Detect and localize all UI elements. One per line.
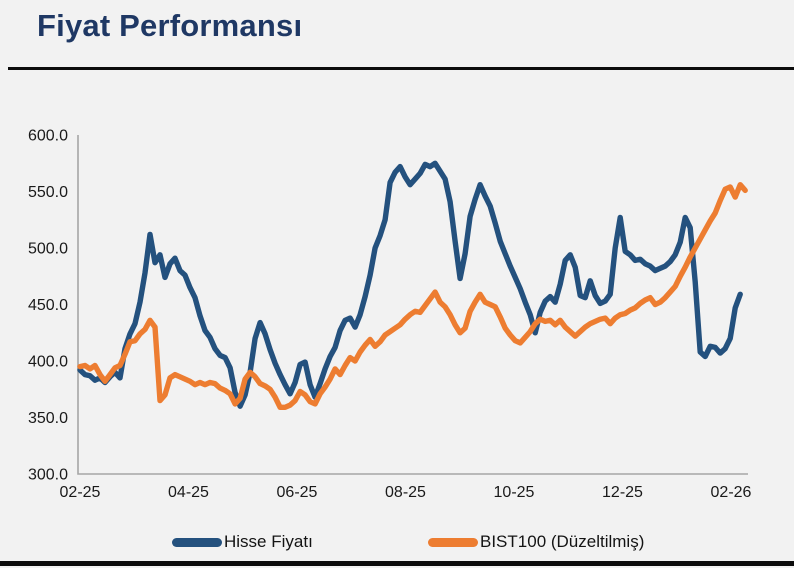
y-tick-label: 400.0 [28, 354, 68, 371]
bottom-divider [0, 561, 794, 566]
bist100-line [77, 181, 748, 410]
x-tick-label: 12-25 [602, 484, 643, 501]
x-tick-label: 08-25 [385, 484, 426, 501]
x-tick-label: 02-25 [60, 484, 101, 501]
page-title: Fiyat Performansı [37, 8, 303, 43]
y-tick-label: 550.0 [28, 184, 68, 201]
hisse-fiyati-label: Hisse Fiyatı [224, 532, 313, 551]
y-tick-label: 450.0 [28, 297, 68, 314]
y-tick-label: 300.0 [28, 467, 68, 484]
y-tick-label: 500.0 [28, 241, 68, 258]
x-tick-label: 04-25 [168, 484, 209, 501]
y-tick-label: 600.0 [28, 128, 68, 145]
y-tick-label: 350.0 [28, 410, 68, 427]
legend-item-hisse-fiyati: Hisse Fiyatı [172, 532, 313, 551]
axis-lines [77, 135, 748, 475]
x-tick-label: 02-26 [711, 484, 752, 501]
bist100-label: BIST100 (Düzeltilmiş) [480, 532, 645, 551]
x-tick-label: 06-25 [277, 484, 318, 501]
hisse-fiyati-swatch [172, 537, 222, 547]
bist100-swatch [428, 537, 478, 547]
x-tick-label: 10-25 [494, 484, 535, 501]
title-divider [8, 67, 794, 70]
legend-item-bist100: BIST100 (Düzeltilmiş) [428, 532, 645, 551]
hisse-fiyati-line [77, 160, 743, 409]
